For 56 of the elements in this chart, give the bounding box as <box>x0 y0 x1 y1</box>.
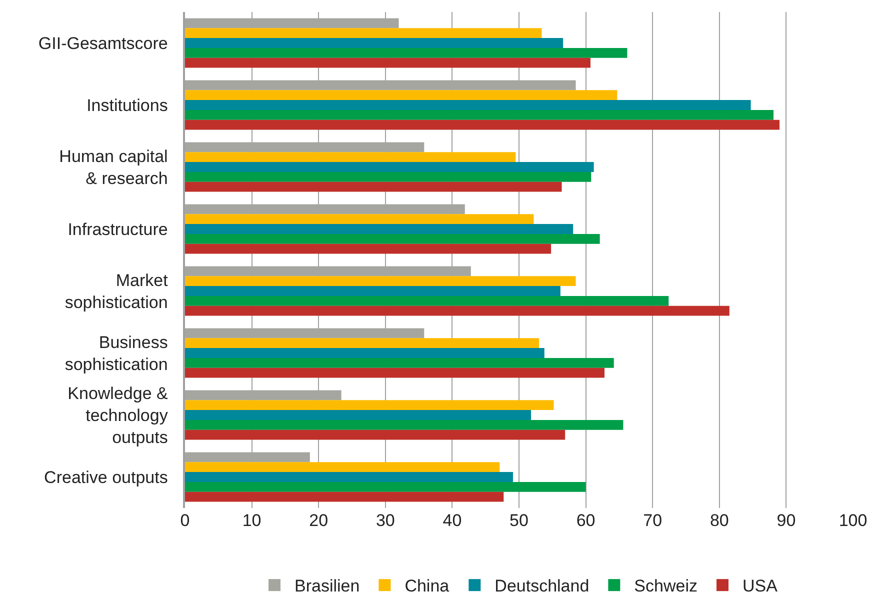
legend-label: Brasilien <box>294 576 360 596</box>
legend-label: Deutschland <box>494 576 590 596</box>
bar <box>185 162 594 172</box>
x-tick-label: 90 <box>776 511 796 530</box>
y-tick-label: Infrastructure <box>68 220 168 239</box>
legend-label: USA <box>742 576 778 596</box>
x-tick-label: 40 <box>442 511 462 530</box>
x-tick-label: 20 <box>309 511 328 530</box>
bar <box>185 420 624 430</box>
bar <box>185 90 618 100</box>
x-tick-label: 70 <box>643 511 662 530</box>
y-tick-label: GII-Gesamtscore <box>38 34 168 53</box>
y-tick-label: Institutions <box>86 96 168 115</box>
bar <box>185 38 564 48</box>
bar <box>185 152 516 162</box>
y-tick-label: Creative outputs <box>44 468 168 487</box>
bar <box>185 234 600 244</box>
bar <box>185 28 542 38</box>
y-tick-label: Market sophistication <box>64 270 168 312</box>
x-tick-label: 60 <box>576 511 596 530</box>
bar <box>185 296 669 306</box>
bar <box>185 286 560 296</box>
bar <box>185 172 592 182</box>
legend-label: Schweiz <box>634 576 698 596</box>
x-tick-label: 100 <box>838 511 868 530</box>
bar <box>185 182 562 192</box>
bar <box>185 244 552 254</box>
bar <box>185 48 628 58</box>
bar <box>185 400 554 410</box>
bar <box>185 306 730 316</box>
bar <box>185 358 614 368</box>
bar <box>185 214 534 224</box>
bar <box>185 58 590 68</box>
bar <box>185 462 500 472</box>
bar <box>185 348 544 358</box>
bar <box>185 224 574 234</box>
bar <box>185 100 751 110</box>
x-tick-label: 0 <box>180 511 190 530</box>
x-tick-label: 80 <box>710 511 729 530</box>
bar <box>185 482 586 492</box>
bar <box>185 472 513 482</box>
x-tick-label: 30 <box>376 511 395 530</box>
bar <box>185 338 540 348</box>
bar <box>185 120 780 130</box>
legend-label: China <box>404 576 450 596</box>
bar <box>185 368 604 378</box>
bar <box>185 276 576 286</box>
bar <box>185 410 532 420</box>
x-tick-label: 10 <box>242 511 262 530</box>
bar <box>185 430 566 440</box>
bar <box>185 110 774 120</box>
y-tick-label: Human capital & research <box>59 146 168 188</box>
y-tick-label: Business sophistication <box>64 332 168 374</box>
bar <box>185 492 504 502</box>
y-tick-label: Knowledge & technology outputs <box>68 384 169 448</box>
x-tick-label: 50 <box>510 511 528 530</box>
